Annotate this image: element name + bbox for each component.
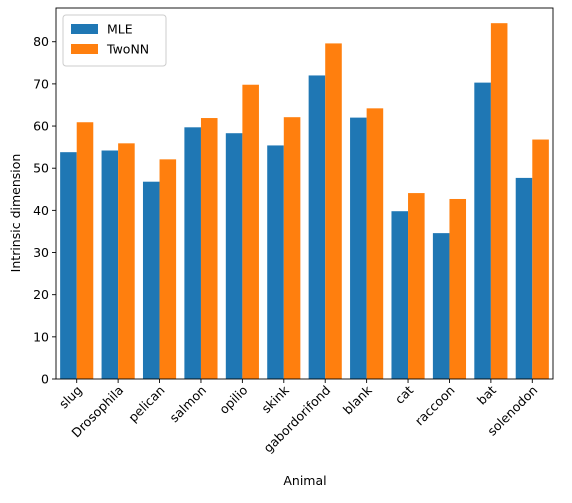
bar-mle-salmon	[184, 127, 201, 379]
plot-frame	[55, 7, 554, 380]
bar-twonn-solenodon	[532, 139, 549, 379]
bar-twonn-pelican	[159, 159, 177, 379]
x-tick-label: raccoon	[412, 383, 458, 429]
bar-twonn-drosophila	[118, 143, 135, 379]
bar-mle-blank	[350, 117, 367, 380]
bar-mle-bat	[474, 82, 491, 380]
x-axis-label: Animal	[283, 473, 326, 488]
legend: MLE TwoNN	[62, 14, 167, 67]
legend-label-mle: MLE	[107, 22, 133, 37]
x-tick-label: opilio	[216, 383, 250, 417]
y-tick-label: 0	[41, 372, 49, 387]
legend-swatch-twonn	[71, 44, 98, 54]
x-tick-label: bat	[474, 382, 499, 407]
y-tick-label: 20	[33, 287, 49, 302]
bar-mle-raccoon	[432, 233, 450, 379]
bar-twonn-salmon	[200, 118, 218, 379]
bar-twonn-skink	[283, 117, 301, 379]
x-tick-label: salmon	[166, 383, 209, 426]
x-tick-label: blank	[340, 382, 375, 417]
y-tick-label: 80	[33, 34, 49, 49]
bar-mle-pelican	[142, 181, 160, 379]
x-tick-label: cat	[392, 382, 416, 406]
bar-twonn-gabordorifond	[325, 43, 342, 379]
bar-mle-opilio	[225, 133, 243, 379]
bar-mle-drosophila	[101, 150, 119, 379]
bar-twonn-opilio	[242, 84, 259, 379]
y-tick-label: 50	[33, 161, 49, 176]
bar-mle-cat	[391, 211, 409, 379]
bar-mle-gabordorifond	[308, 75, 326, 379]
legend-label-twonn: TwoNN	[106, 42, 149, 57]
bar-twonn-raccoon	[449, 198, 467, 379]
bar-mle-solenodon	[515, 177, 533, 379]
bar-twonn-blank	[366, 108, 384, 379]
bar-mle-skink	[267, 145, 284, 379]
y-axis-ticks: 0 10 20 30 40 50 60 70 80	[33, 34, 56, 387]
x-tick-label: skink	[258, 382, 292, 416]
bar-twonn-slug	[76, 122, 94, 379]
y-tick-label: 70	[33, 76, 49, 91]
plot-area	[55, 7, 554, 380]
x-tick-label: pelican	[125, 383, 167, 425]
x-tick-label: slug	[56, 383, 85, 412]
bar-twonn-bat	[490, 23, 508, 380]
bar-twonn-cat	[408, 193, 425, 379]
y-tick-label: 40	[33, 203, 49, 218]
y-tick-label: 60	[33, 119, 49, 134]
y-tick-label: 30	[33, 245, 49, 260]
y-tick-label: 10	[33, 329, 49, 344]
bar-mle-slug	[60, 152, 77, 379]
legend-swatch-mle	[71, 24, 98, 34]
y-axis-label: Intrinsic dimension	[8, 154, 23, 273]
